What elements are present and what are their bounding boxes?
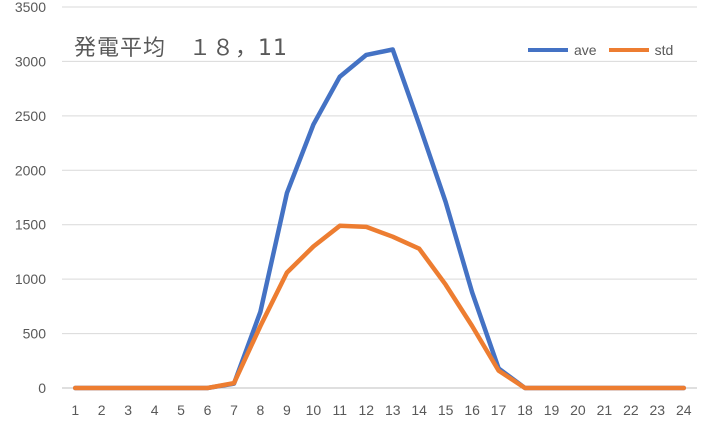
x-tick-label: 19 — [544, 402, 560, 418]
x-tick-label: 23 — [650, 402, 666, 418]
gridlines — [62, 6, 697, 389]
x-tick-label: 7 — [230, 402, 238, 418]
legend-item-ave: ave — [528, 42, 597, 58]
y-tick-label: 2000 — [15, 162, 46, 178]
x-tick-label: 10 — [306, 402, 322, 418]
x-tick-label: 13 — [385, 402, 401, 418]
legend-swatch-ave — [528, 48, 568, 52]
x-tick-label: 4 — [151, 402, 159, 418]
legend: ave std — [528, 42, 685, 58]
x-tick-label: 6 — [204, 402, 212, 418]
x-tick-label: 12 — [358, 402, 374, 418]
y-tick-label: 3500 — [15, 0, 46, 15]
y-tick-label: 1500 — [15, 217, 46, 233]
x-axis-ticks: 1 2 3 4 5 6 7 8 9 10 11 12 13 14 15 16 17 18 19 20 21 22 23 24 — [71, 402, 691, 418]
x-tick-label: 14 — [411, 402, 427, 418]
x-tick-label: 3 — [124, 402, 132, 418]
legend-swatch-std — [608, 48, 649, 52]
chart-title: 発電平均 １８，11 — [74, 36, 288, 61]
y-tick-label: 500 — [23, 326, 47, 342]
x-tick-label: 5 — [177, 402, 185, 418]
y-axis-ticks: 0 500 1000 1500 2000 2500 3000 3500 — [15, 0, 46, 396]
x-tick-label: 22 — [623, 402, 639, 418]
y-tick-label: 2500 — [15, 108, 46, 124]
series-lines — [72, 47, 687, 391]
series-line-ave — [72, 47, 687, 391]
y-tick-label: 1000 — [15, 271, 46, 287]
x-tick-label: 16 — [464, 402, 480, 418]
x-tick-label: 21 — [597, 402, 613, 418]
x-tick-label: 24 — [676, 402, 692, 418]
x-tick-label: 15 — [438, 402, 454, 418]
x-tick-label: 2 — [98, 402, 106, 418]
legend-label-std: std — [654, 42, 674, 58]
x-tick-label: 11 — [333, 402, 348, 418]
series-line-std — [72, 223, 687, 391]
x-tick-label: 1 — [71, 402, 79, 418]
x-tick-label: 9 — [283, 402, 291, 418]
x-tick-label: 20 — [570, 402, 586, 418]
y-tick-label: 0 — [38, 380, 46, 396]
legend-item-std: std — [608, 42, 674, 58]
y-tick-label: 3000 — [15, 53, 46, 69]
x-tick-label: 8 — [257, 402, 265, 418]
x-tick-label: 18 — [517, 402, 533, 418]
x-tick-label: 17 — [491, 402, 507, 418]
legend-label-ave: ave — [574, 42, 597, 58]
